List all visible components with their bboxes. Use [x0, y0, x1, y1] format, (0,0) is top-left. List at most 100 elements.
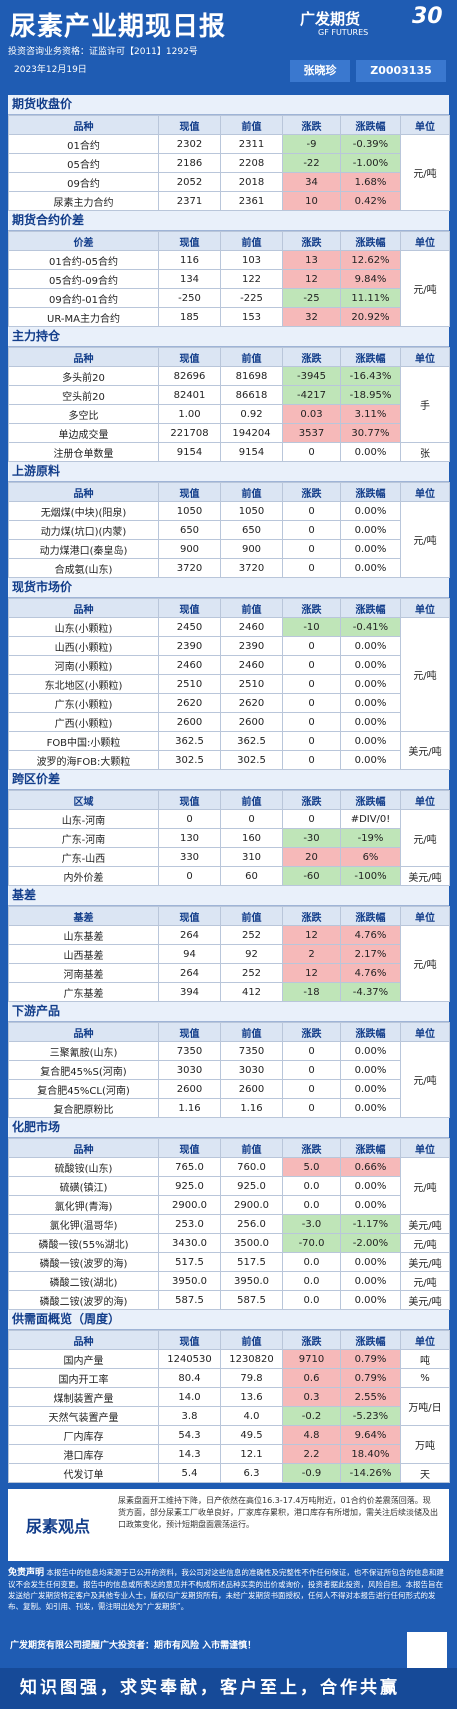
- data-row: UR-MA主力合约 185 153 32 20.92%: [8, 307, 450, 327]
- data-row: 煤制装置产量 14.0 13.6 0.3 2.55% 万吨/日: [8, 1387, 450, 1426]
- item-name: 磷酸一铵(波罗的海): [8, 1252, 159, 1272]
- item-name: 国内开工率: [8, 1368, 159, 1388]
- data-row: 山东(小颗粒) 2450 2460 -10 -0.41% 元/吨: [8, 617, 450, 732]
- column-header: 单位: [400, 906, 450, 926]
- unit: 元/吨: [400, 1157, 450, 1215]
- section-title: 供需面概览（周度）: [8, 1310, 449, 1330]
- data-row: 广西(小颗粒) 2600 2600 0 0.00%: [8, 712, 450, 732]
- data-row: 09合约 2052 2018 34 1.68%: [8, 172, 450, 192]
- cell: 2.55%: [340, 1387, 401, 1407]
- data-row: 磷酸一铵(波罗的海) 517.5 517.5 0.0 0.00% 美元/吨: [8, 1252, 450, 1272]
- cell: 302.5: [220, 750, 283, 770]
- cell: -0.41%: [340, 617, 401, 637]
- item-name: 空头前20: [8, 385, 159, 405]
- cell: 310: [220, 847, 283, 867]
- cell: 81698: [220, 366, 283, 386]
- cell: 0.00%: [340, 1098, 401, 1118]
- view-box: 尿素观点 尿素盘面开工维持下降，日产依然在高位16.3-17.4万吨附近，01合…: [8, 1489, 449, 1561]
- cell: 82696: [158, 366, 221, 386]
- data-row: 合成氨(山东) 3720 3720 0 0.00%: [8, 558, 450, 578]
- cell: 252: [220, 925, 283, 945]
- cell: 0: [282, 1060, 341, 1080]
- column-header: 前值: [220, 790, 283, 810]
- column-header: 涨跌: [282, 1330, 341, 1350]
- data-row: 广东-山西 330 310 20 6%: [8, 847, 450, 867]
- column-header: 涨跌幅: [340, 347, 401, 367]
- tables: 期货收盘价 品种 现值 前值 涨跌 涨跌幅 单位 01合约 2302 2311 -9 -0.39% 元/…: [8, 95, 450, 1483]
- item-name: 09合约: [8, 172, 159, 192]
- cell: 2208: [220, 153, 283, 173]
- column-header: 涨跌: [282, 231, 341, 251]
- item-name: 煤制装置产量: [8, 1387, 159, 1407]
- cell: 153: [220, 307, 283, 327]
- column-header: 单位: [400, 482, 450, 502]
- item-name: 内外价差: [8, 866, 159, 886]
- column-header: 涨跌幅: [340, 1022, 401, 1042]
- section-title: 期货收盘价: [8, 95, 449, 115]
- cell: 14.3: [158, 1444, 221, 1464]
- disclaimer: 免责声明 本报告中的信息均来源于已公开的资料，我公司对这些信息的准确性及完整性不…: [8, 1567, 449, 1651]
- cell: -19%: [340, 828, 401, 848]
- item-name: 01合约: [8, 134, 159, 154]
- cell: 6%: [340, 847, 401, 867]
- unit: 天: [400, 1463, 450, 1483]
- data-row: 波罗的海FOB:大颗粒 302.5 302.5 0 0.00%: [8, 750, 450, 770]
- cell: #DIV/0!: [340, 809, 401, 829]
- cell: -1.00%: [340, 153, 401, 173]
- data-row: 山西基差 94 92 2 2.17%: [8, 944, 450, 964]
- unit: 万吨: [400, 1425, 450, 1464]
- data-row: 氯化钾(青海) 2900.0 2900.0 0.0 0.00%: [8, 1195, 450, 1215]
- cell: 2600: [158, 1079, 221, 1099]
- cell: -1.17%: [340, 1214, 401, 1234]
- item-name: 硫磺(镇江): [8, 1176, 159, 1196]
- data-row: 广东基差 394 412 -18 -4.37%: [8, 982, 450, 1002]
- unit: 张: [400, 442, 450, 462]
- unit: 美元/吨: [400, 1214, 450, 1234]
- column-header: 品种: [8, 1022, 159, 1042]
- cell: 3.11%: [340, 404, 401, 424]
- unit: 美元/吨: [400, 1290, 450, 1310]
- data-row: 磷酸二铵(湖北) 3950.0 3950.0 0.0 0.00% 元/吨: [8, 1271, 450, 1291]
- date: 2023年12月19日: [14, 65, 87, 75]
- cell: 2510: [158, 674, 221, 694]
- item-name: 注册仓单数量: [8, 442, 159, 462]
- column-header: 品种: [8, 598, 159, 618]
- view-text: 尿素盘面开工维持下降，日产依然在高位16.3-17.4万吨附近，01合约价差震荡…: [118, 1496, 438, 1529]
- cell: -250: [158, 288, 221, 308]
- column-header: 品种: [8, 482, 159, 502]
- cell: 194204: [220, 423, 283, 443]
- cell: 517.5: [158, 1252, 221, 1272]
- cell: 0.00%: [340, 655, 401, 675]
- cell: 264: [158, 925, 221, 945]
- cell: 2510: [220, 674, 283, 694]
- cell: 79.8: [220, 1368, 283, 1388]
- column-header: 前值: [220, 347, 283, 367]
- data-row: 05合约-09合约 134 122 12 9.84%: [8, 269, 450, 289]
- logo-en: GF FUTURES: [318, 28, 369, 37]
- cell: 12.62%: [340, 250, 401, 270]
- cell: 5.0: [282, 1157, 341, 1177]
- view-title: 尿素观点: [26, 1517, 91, 1536]
- cell: 0.00%: [340, 1252, 401, 1272]
- column-header: 涨跌: [282, 115, 341, 135]
- cell: 0.00%: [340, 1041, 401, 1061]
- item-name: 三聚氰胺(山东): [8, 1041, 159, 1061]
- cell: 0: [282, 731, 341, 751]
- column-header: 现值: [158, 598, 221, 618]
- cell: 7350: [158, 1041, 221, 1061]
- cell: 0: [282, 442, 341, 462]
- cell: 0.79%: [340, 1368, 401, 1388]
- cell: 3.8: [158, 1406, 221, 1426]
- cell: -4217: [282, 385, 341, 405]
- data-row: 硫磺(镇江) 925.0 925.0 0.0 0.00%: [8, 1176, 450, 1196]
- cell: 0.00%: [340, 731, 401, 751]
- slogan: 知识图强，求实奉献，客户至上，合作共赢: [0, 1668, 457, 1709]
- item-name: 合成氨(山东): [8, 558, 159, 578]
- column-header: 前值: [220, 482, 283, 502]
- data-row: 厂内库存 54.3 49.5 4.8 9.64% 万吨: [8, 1425, 450, 1464]
- item-name: 山东(小颗粒): [8, 617, 159, 637]
- unit: 元/吨: [400, 1271, 450, 1291]
- cell: -0.39%: [340, 134, 401, 154]
- cell: 9154: [220, 442, 283, 462]
- cell: 92: [220, 944, 283, 964]
